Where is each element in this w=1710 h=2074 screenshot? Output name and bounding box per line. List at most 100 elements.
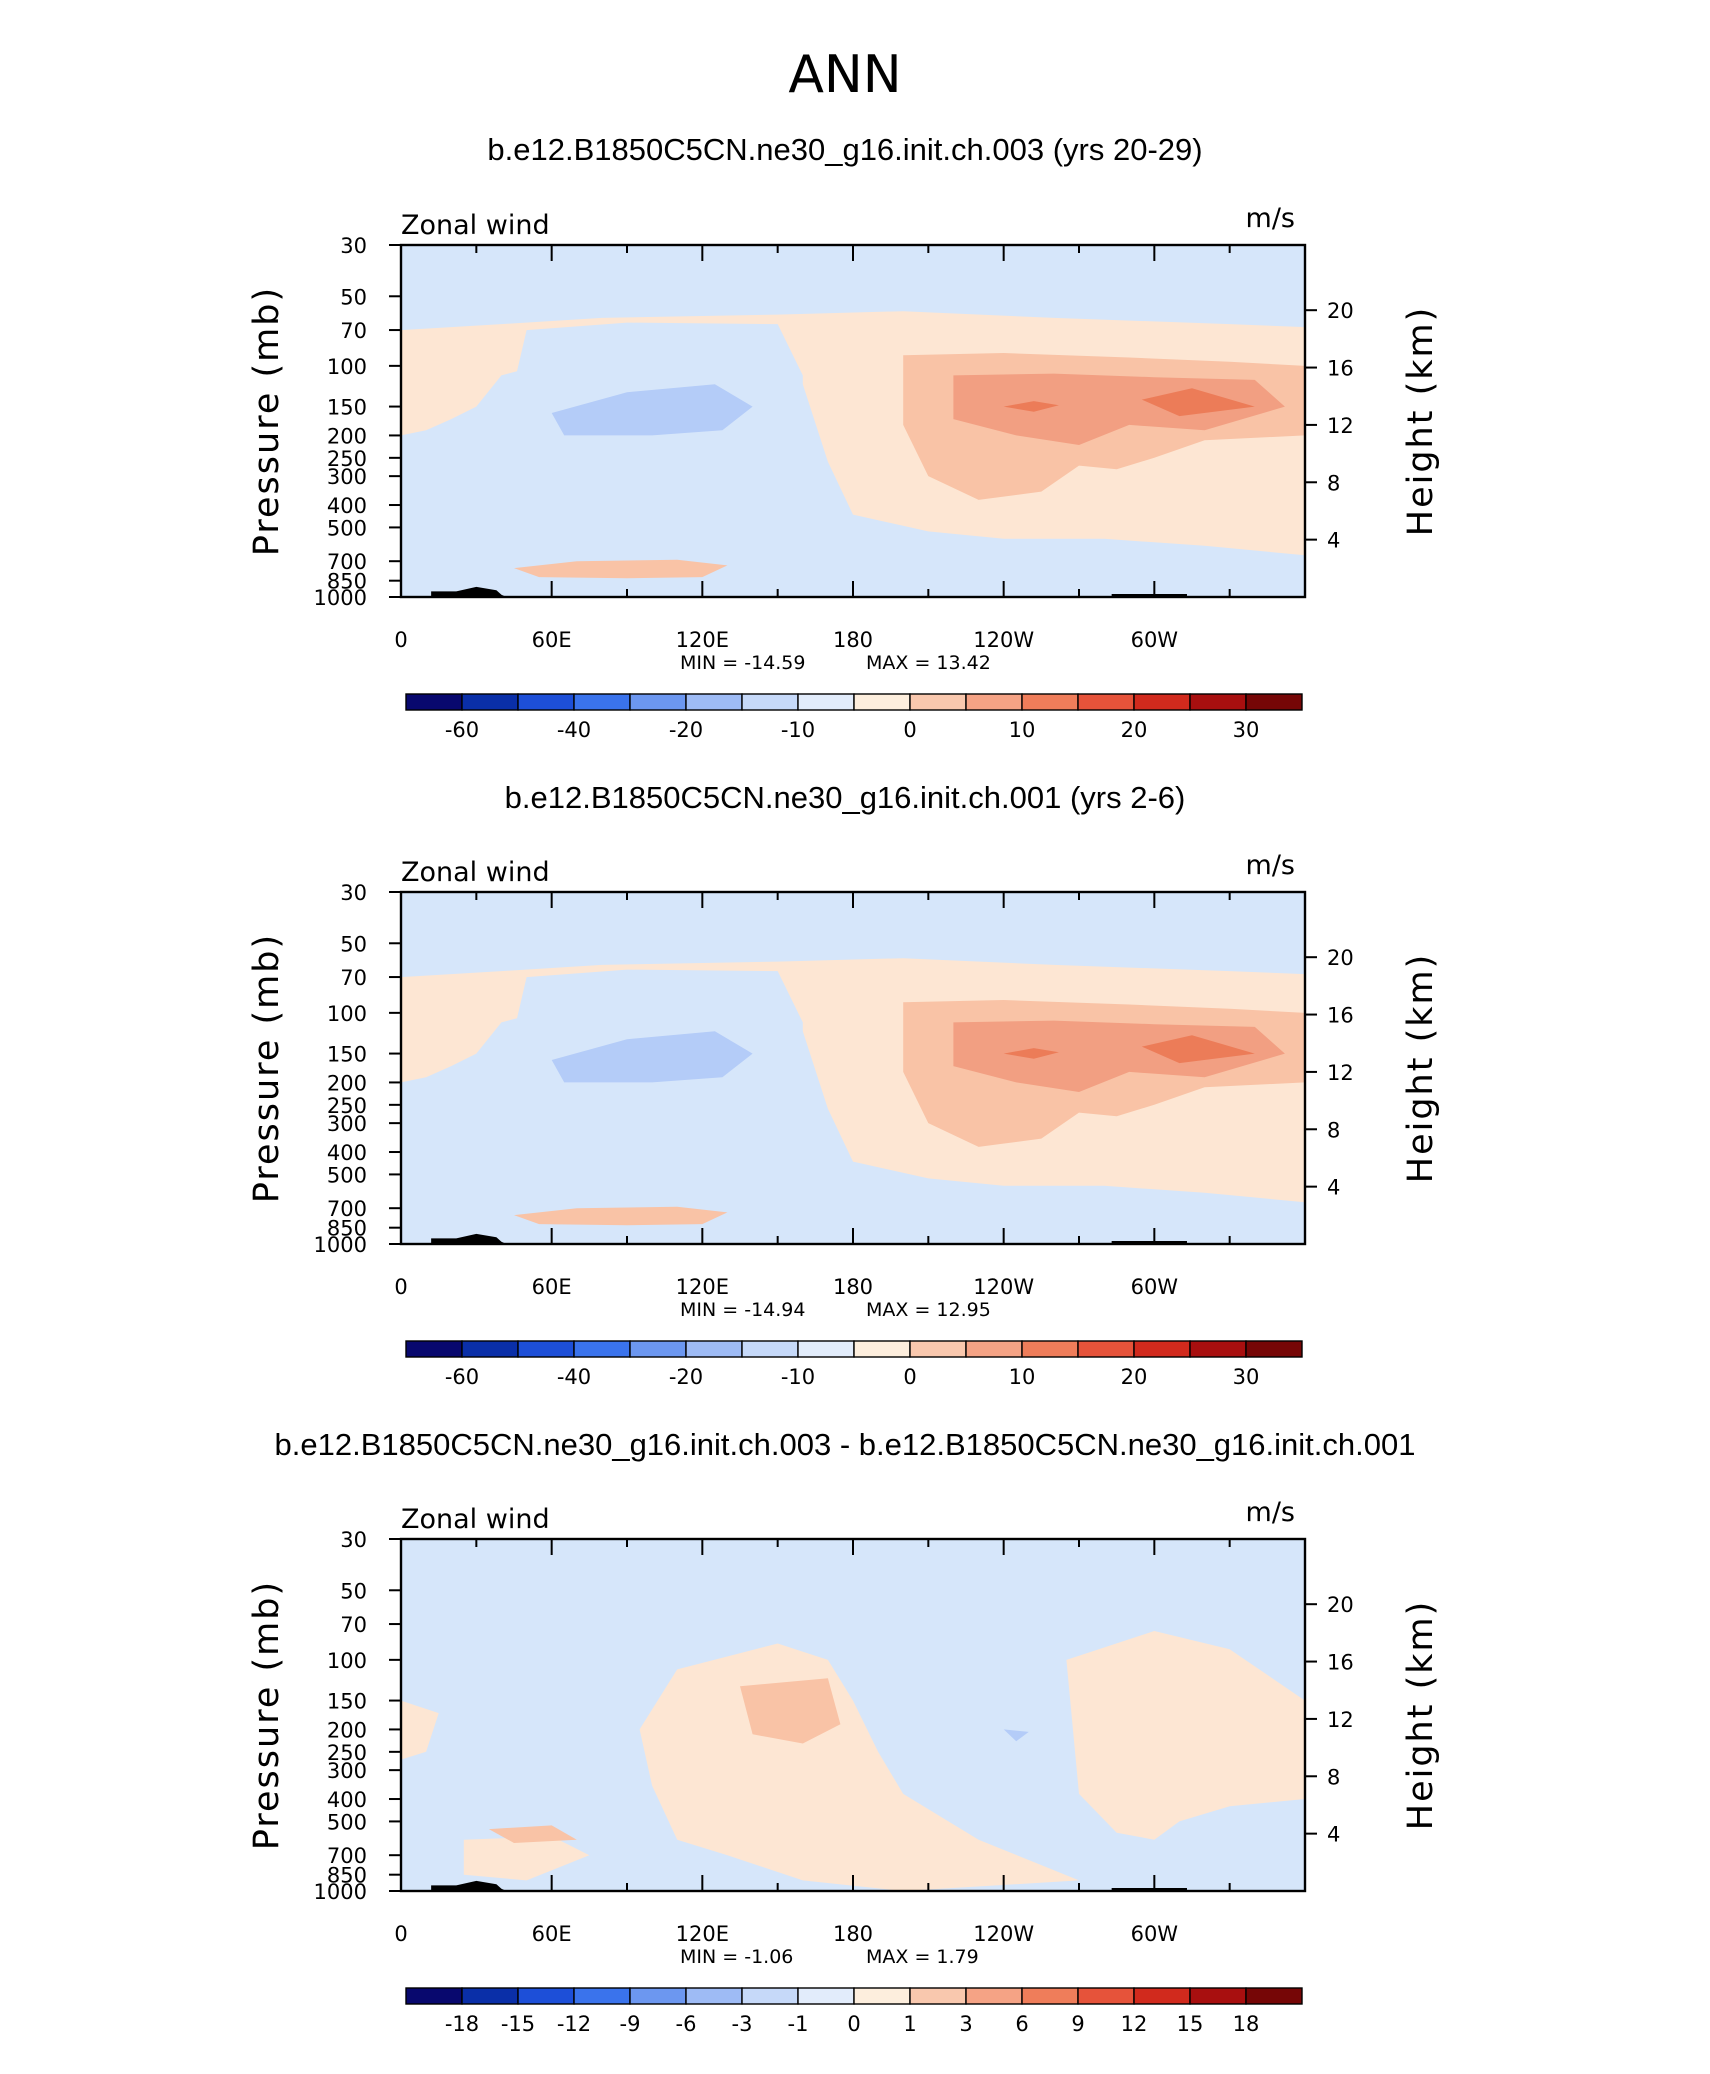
- contour-region-positive: [463, 1836, 590, 1881]
- height-tick-label: 8: [1327, 1765, 1340, 1789]
- colorbar-swatch: [629, 693, 687, 711]
- colorbar-swatch: [1133, 693, 1191, 711]
- y-tick-label: 100: [327, 1649, 367, 1673]
- y-tick-label: 250: [327, 447, 367, 471]
- x-tick-label: 180: [833, 1922, 873, 1946]
- contour-field: [401, 892, 1305, 1244]
- colorbar-swatch: [965, 1340, 1023, 1358]
- colorbar-swatch: [853, 1340, 911, 1358]
- y-tick-label: 70: [340, 966, 367, 990]
- height-tick-label: 20: [1327, 946, 1354, 970]
- colorbar-swatch: [1077, 1987, 1135, 2005]
- y-tick-label: 250: [327, 1741, 367, 1765]
- colorbar-label: 30: [1233, 718, 1260, 742]
- colorbar-swatch: [517, 1987, 575, 2005]
- chart-panel-3: b.e12.B1850C5CN.ne30_g16.init.ch.003 - b…: [247, 1427, 1441, 2036]
- y-axis-title: Pressure (mb): [247, 1580, 287, 1850]
- y-tick-label: 400: [327, 494, 367, 518]
- x-tick-label: 120W: [973, 1275, 1034, 1299]
- colorbar-label: -18: [445, 2012, 479, 2036]
- height-tick-label: 4: [1327, 1823, 1340, 1847]
- height-tick-label: 4: [1327, 529, 1340, 553]
- colorbar-label: -10: [781, 1365, 815, 1389]
- colorbar-label: 0: [903, 718, 916, 742]
- x-tick-label: 180: [833, 628, 873, 652]
- contour-region-positive: [488, 1825, 577, 1843]
- y-tick-label: 500: [327, 1810, 367, 1834]
- max-value-label: MAX = 13.42: [866, 652, 991, 674]
- contour-region-positive: [514, 559, 728, 579]
- y-axis-title-right: Height (km): [1401, 1600, 1441, 1831]
- x-tick-label: 180: [833, 1275, 873, 1299]
- figure-title: ANN: [788, 45, 901, 105]
- colorbar-label: -9: [620, 2012, 641, 2036]
- height-tick-label: 12: [1327, 414, 1354, 438]
- x-tick-label: 60E: [532, 1922, 572, 1946]
- panels: b.e12.B1850C5CN.ne30_g16.init.ch.003 (yr…: [247, 132, 1441, 2036]
- colorbar-label: -40: [557, 718, 591, 742]
- contour-region-negative: [1053, 1202, 1305, 1244]
- colorbar-swatch: [797, 1340, 855, 1358]
- colorbar-swatch: [461, 1340, 519, 1358]
- colorbar-label: -20: [669, 718, 703, 742]
- colorbar-label: 0: [903, 1365, 916, 1389]
- colorbar-swatch: [1021, 693, 1079, 711]
- height-tick-label: 16: [1327, 1651, 1354, 1675]
- colorbar-swatch: [573, 1340, 631, 1358]
- colorbar-swatch: [1021, 1987, 1079, 2005]
- contour-region-positive: [1141, 388, 1255, 417]
- height-tick-label: 16: [1327, 1004, 1354, 1028]
- colorbar-swatch: [461, 693, 519, 711]
- y-tick-label: 700: [327, 1197, 367, 1221]
- min-value-label: MIN = -14.94: [680, 1299, 805, 1321]
- contour-region-negative: [1053, 555, 1305, 597]
- colorbar-swatch: [797, 693, 855, 711]
- variable-label: Zonal wind: [401, 857, 550, 888]
- y-tick-label: 150: [327, 1690, 367, 1714]
- units-label: m/s: [1246, 1497, 1295, 1528]
- colorbar-label: 18: [1233, 2012, 1260, 2036]
- colorbar-label: -20: [669, 1365, 703, 1389]
- y-tick-label: 70: [340, 319, 367, 343]
- contour-region-positive: [1003, 401, 1059, 412]
- contour-region-negative: [551, 384, 753, 436]
- contour-region-negative: [413, 1104, 477, 1186]
- colorbar-swatch: [517, 693, 575, 711]
- variable-label: Zonal wind: [401, 1504, 550, 1535]
- colorbar-swatch: [1245, 1340, 1303, 1358]
- panel-title: b.e12.B1850C5CN.ne30_g16.init.ch.003 (yr…: [487, 132, 1202, 167]
- contour-region-positive: [401, 1700, 439, 1760]
- panel-title: b.e12.B1850C5CN.ne30_g16.init.ch.001 (yr…: [505, 780, 1186, 815]
- colorbar-swatch: [405, 1340, 463, 1358]
- variable-label: Zonal wind: [401, 210, 550, 241]
- max-value-label: MAX = 12.95: [866, 1299, 991, 1321]
- y-tick-label: 700: [327, 550, 367, 574]
- height-tick-label: 12: [1327, 1061, 1354, 1085]
- y-axis-title: Pressure (mb): [247, 933, 287, 1203]
- colorbar-label: 12: [1121, 2012, 1148, 2036]
- colorbar-label: 3: [959, 2012, 972, 2036]
- x-tick-label: 0: [394, 1922, 407, 1946]
- colorbar-label: -12: [557, 2012, 591, 2036]
- contour-region-positive: [740, 1678, 841, 1744]
- y-tick-label: 100: [327, 355, 367, 379]
- x-tick-label: 120W: [973, 1922, 1034, 1946]
- x-tick-label: 120E: [676, 628, 729, 652]
- contour-region-positive: [1141, 1035, 1255, 1064]
- colorbar-swatch: [405, 1987, 463, 2005]
- height-tick-label: 12: [1327, 1708, 1354, 1732]
- y-tick-label: 1000: [314, 1880, 367, 1904]
- colorbar-label: 20: [1121, 1365, 1148, 1389]
- max-value-label: MAX = 1.79: [866, 1946, 979, 1968]
- y-tick-label: 300: [327, 1112, 367, 1136]
- colorbar-label: -60: [445, 1365, 479, 1389]
- colorbar-swatch: [1133, 1340, 1191, 1358]
- colorbar-swatch: [685, 693, 743, 711]
- colorbar-swatch: [573, 1987, 631, 2005]
- y-tick-label: 850: [327, 570, 367, 594]
- y-tick-label: 500: [327, 516, 367, 540]
- y-tick-label: 50: [340, 285, 367, 309]
- colorbar-swatch: [1189, 693, 1247, 711]
- height-tick-label: 16: [1327, 357, 1354, 381]
- colorbar-swatch: [909, 1340, 967, 1358]
